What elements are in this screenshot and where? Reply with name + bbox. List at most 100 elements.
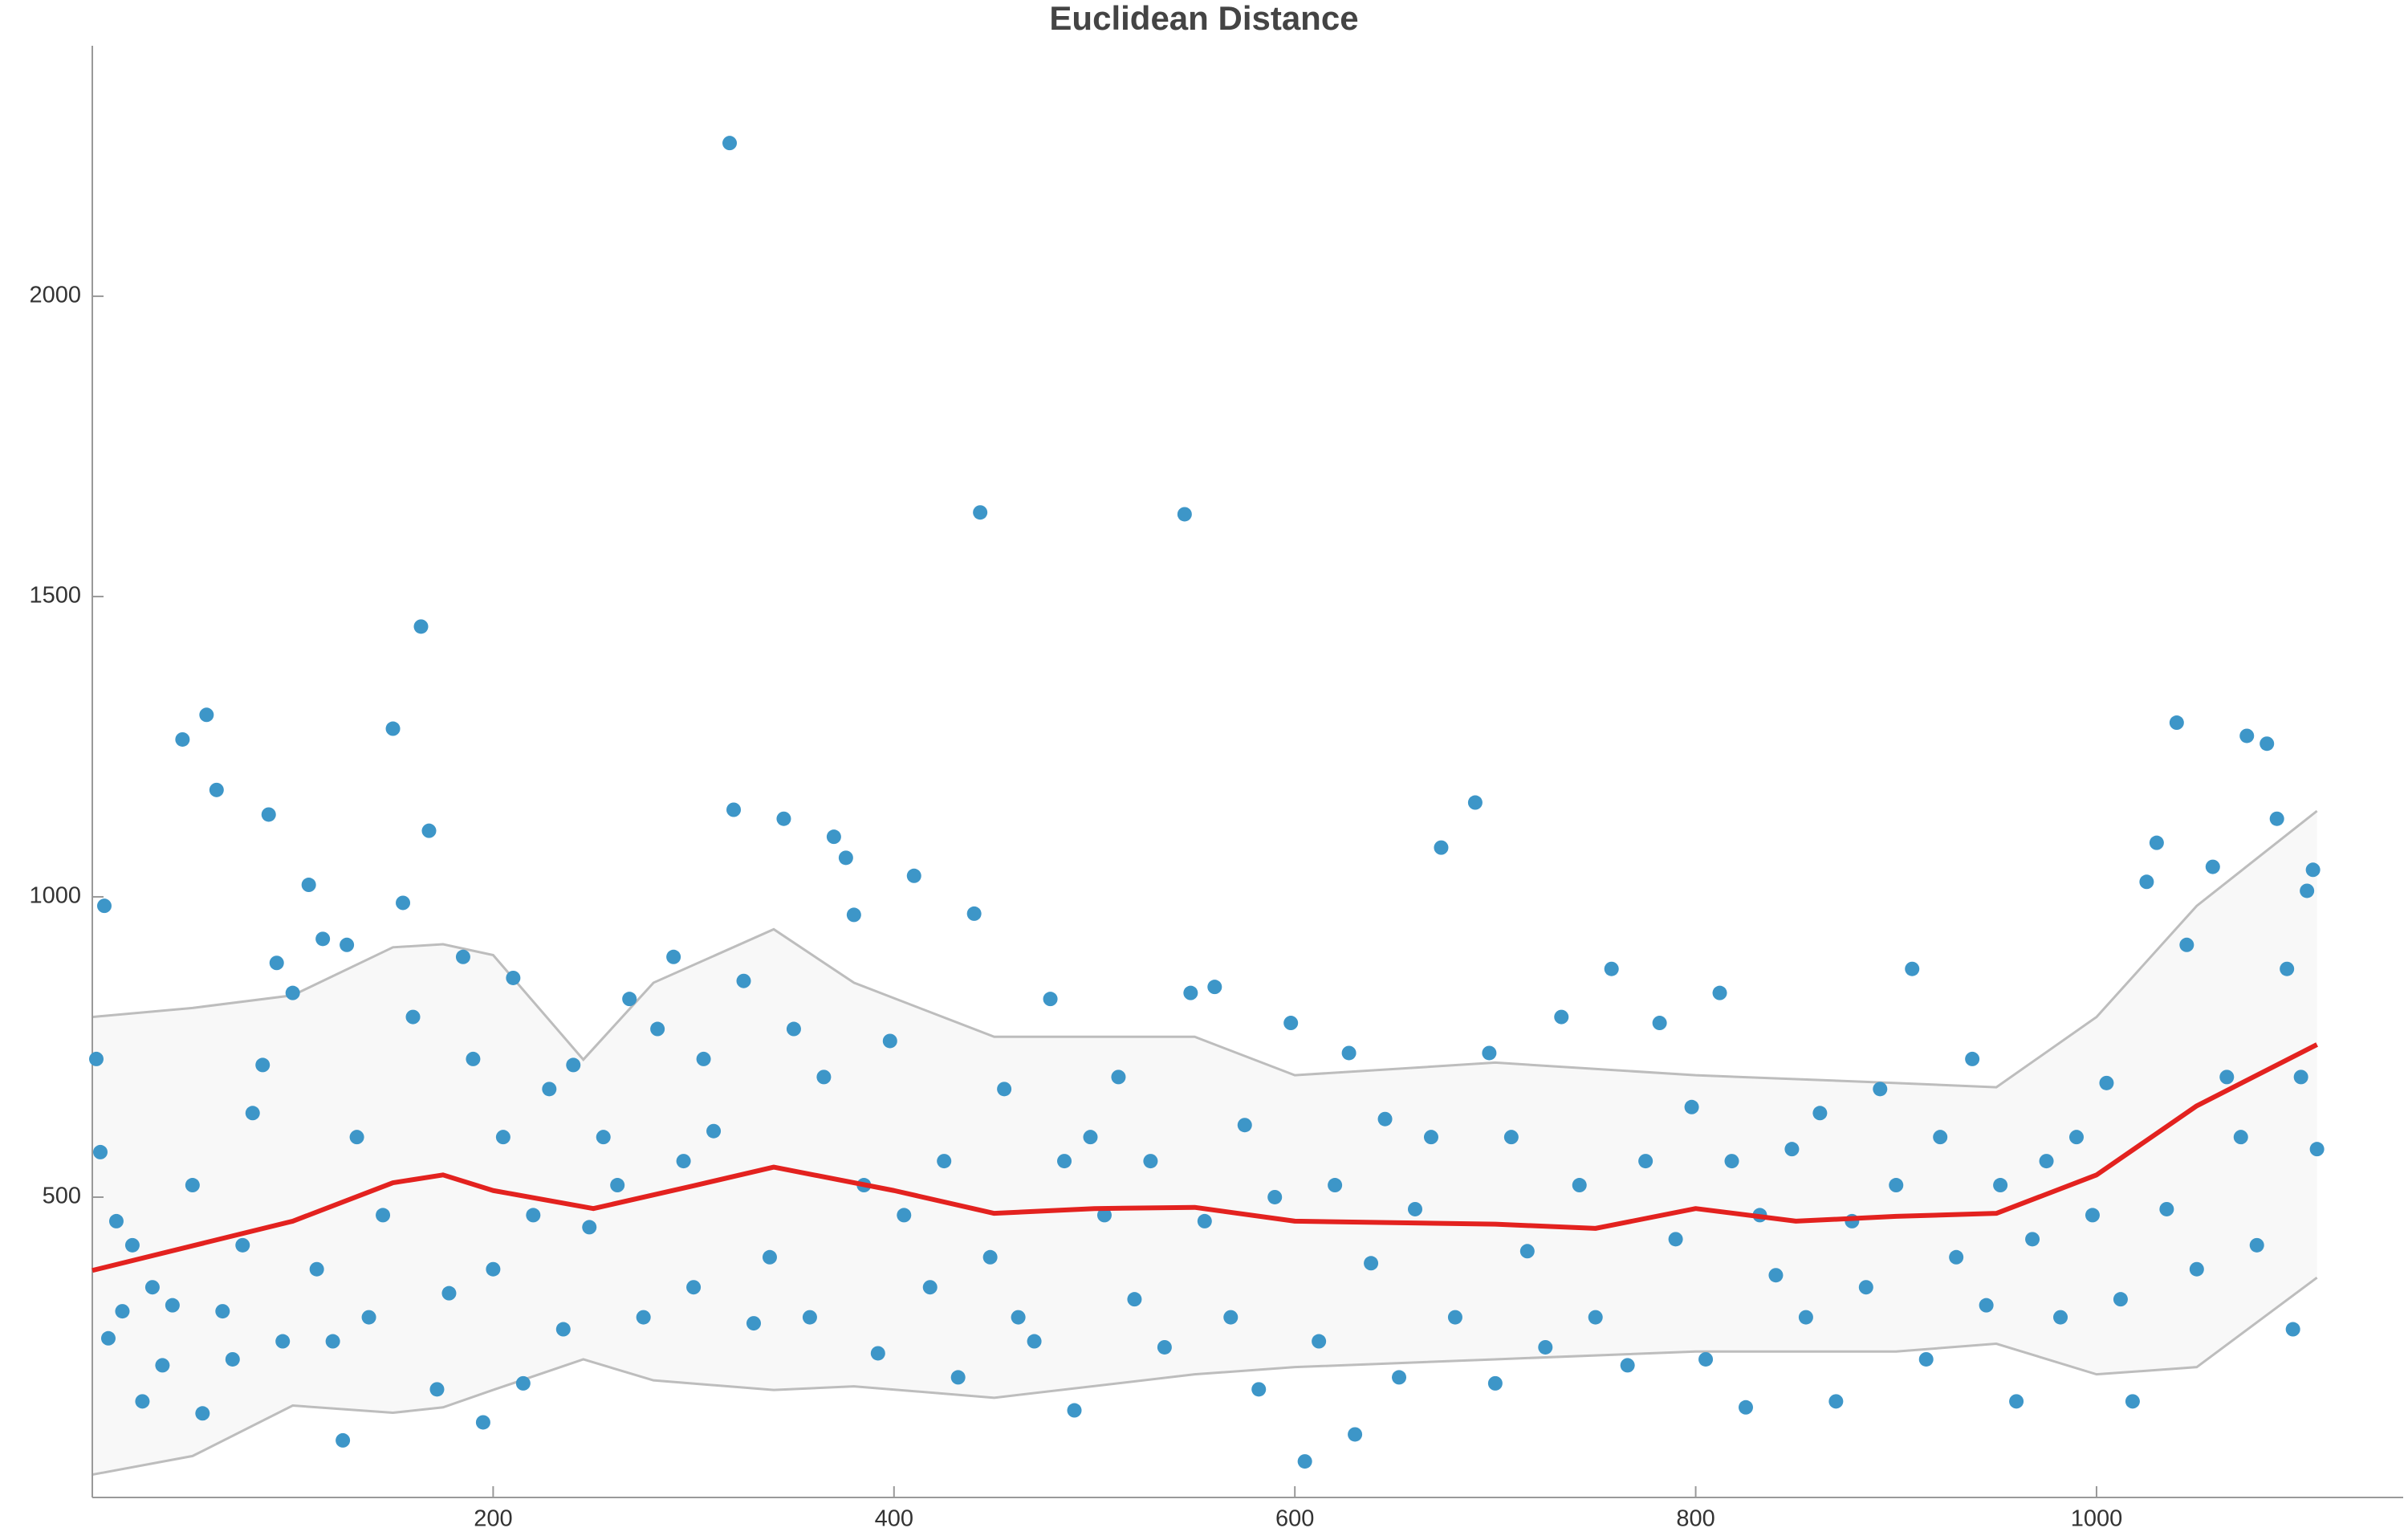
point — [2293, 1069, 2308, 1085]
point — [2189, 1261, 2204, 1277]
point — [906, 868, 921, 883]
point — [2113, 1292, 2128, 1307]
point — [982, 1249, 998, 1265]
point — [2025, 1232, 2040, 1247]
point — [376, 1208, 391, 1223]
point — [1724, 1154, 1739, 1169]
point — [2125, 1394, 2140, 1409]
band-upper — [92, 809, 2318, 1089]
point — [1638, 1154, 1653, 1169]
point — [115, 1304, 130, 1319]
point — [816, 1069, 832, 1085]
point — [1993, 1178, 2008, 1193]
point — [1177, 507, 1192, 522]
point — [666, 949, 681, 964]
point — [96, 898, 112, 914]
point — [1143, 1154, 1158, 1169]
point — [466, 1051, 481, 1066]
point — [966, 906, 982, 921]
point — [1604, 961, 1619, 976]
point — [340, 937, 355, 952]
point — [1297, 1454, 1312, 1469]
point — [245, 1106, 260, 1121]
x-tick-label: 400 — [875, 1506, 913, 1532]
point — [1918, 1351, 1934, 1367]
point — [1392, 1370, 1407, 1385]
point — [1668, 1232, 1683, 1247]
point — [838, 850, 853, 866]
point — [1111, 1069, 1126, 1085]
point — [124, 1237, 140, 1253]
y-tick-label: 500 — [43, 1184, 81, 1209]
point — [1949, 1249, 1964, 1265]
point — [88, 1051, 104, 1066]
point — [336, 1432, 351, 1448]
point — [1096, 1208, 1112, 1223]
point — [686, 1280, 702, 1295]
point — [108, 1213, 124, 1228]
point — [2280, 961, 2295, 976]
point — [2269, 811, 2284, 826]
point — [610, 1178, 625, 1193]
point — [2053, 1310, 2068, 1325]
point — [2309, 1142, 2325, 1157]
point — [1798, 1310, 1813, 1325]
point — [199, 707, 214, 723]
point — [255, 1057, 270, 1073]
point — [486, 1261, 501, 1277]
point — [1328, 1178, 1343, 1193]
point — [2305, 862, 2321, 878]
point — [349, 1130, 364, 1145]
point — [1487, 1375, 1503, 1391]
point — [676, 1154, 691, 1169]
point — [1267, 1189, 1283, 1204]
point — [786, 1021, 801, 1037]
point — [1652, 1016, 1667, 1031]
point — [1434, 840, 1449, 855]
point — [1889, 1178, 1904, 1193]
point — [515, 1375, 531, 1391]
point — [475, 1415, 490, 1430]
point — [2085, 1208, 2100, 1223]
point — [396, 895, 411, 911]
point — [973, 505, 988, 520]
point — [696, 1051, 711, 1066]
point — [1157, 1339, 1172, 1355]
point — [285, 985, 300, 1000]
point — [261, 807, 276, 822]
point — [922, 1280, 938, 1295]
point — [301, 878, 316, 893]
point — [1684, 1099, 1699, 1114]
point — [2219, 1069, 2235, 1085]
point — [421, 823, 437, 838]
point — [1873, 1082, 1888, 1097]
point — [1011, 1310, 1026, 1325]
point — [2300, 883, 2315, 898]
point — [1237, 1118, 1252, 1133]
point — [1283, 1016, 1299, 1031]
y-tick-label: 2000 — [29, 283, 81, 308]
point — [495, 1130, 510, 1145]
point — [897, 1208, 912, 1223]
point — [269, 955, 284, 971]
point — [1377, 1111, 1393, 1127]
point — [1768, 1268, 1784, 1283]
point — [2009, 1394, 2024, 1409]
point — [441, 1285, 457, 1301]
point — [1620, 1358, 1635, 1373]
point — [937, 1154, 952, 1169]
point — [2233, 1130, 2248, 1145]
point — [1979, 1298, 1994, 1313]
point — [2239, 728, 2255, 744]
point — [636, 1310, 651, 1325]
point — [1482, 1045, 1497, 1061]
point — [1127, 1292, 1142, 1307]
point — [309, 1261, 324, 1277]
point — [209, 782, 224, 797]
point — [1738, 1400, 1753, 1415]
point — [1538, 1339, 1553, 1355]
point — [1341, 1045, 1357, 1061]
point — [155, 1358, 170, 1373]
point — [555, 1322, 571, 1337]
point — [1027, 1334, 1042, 1349]
